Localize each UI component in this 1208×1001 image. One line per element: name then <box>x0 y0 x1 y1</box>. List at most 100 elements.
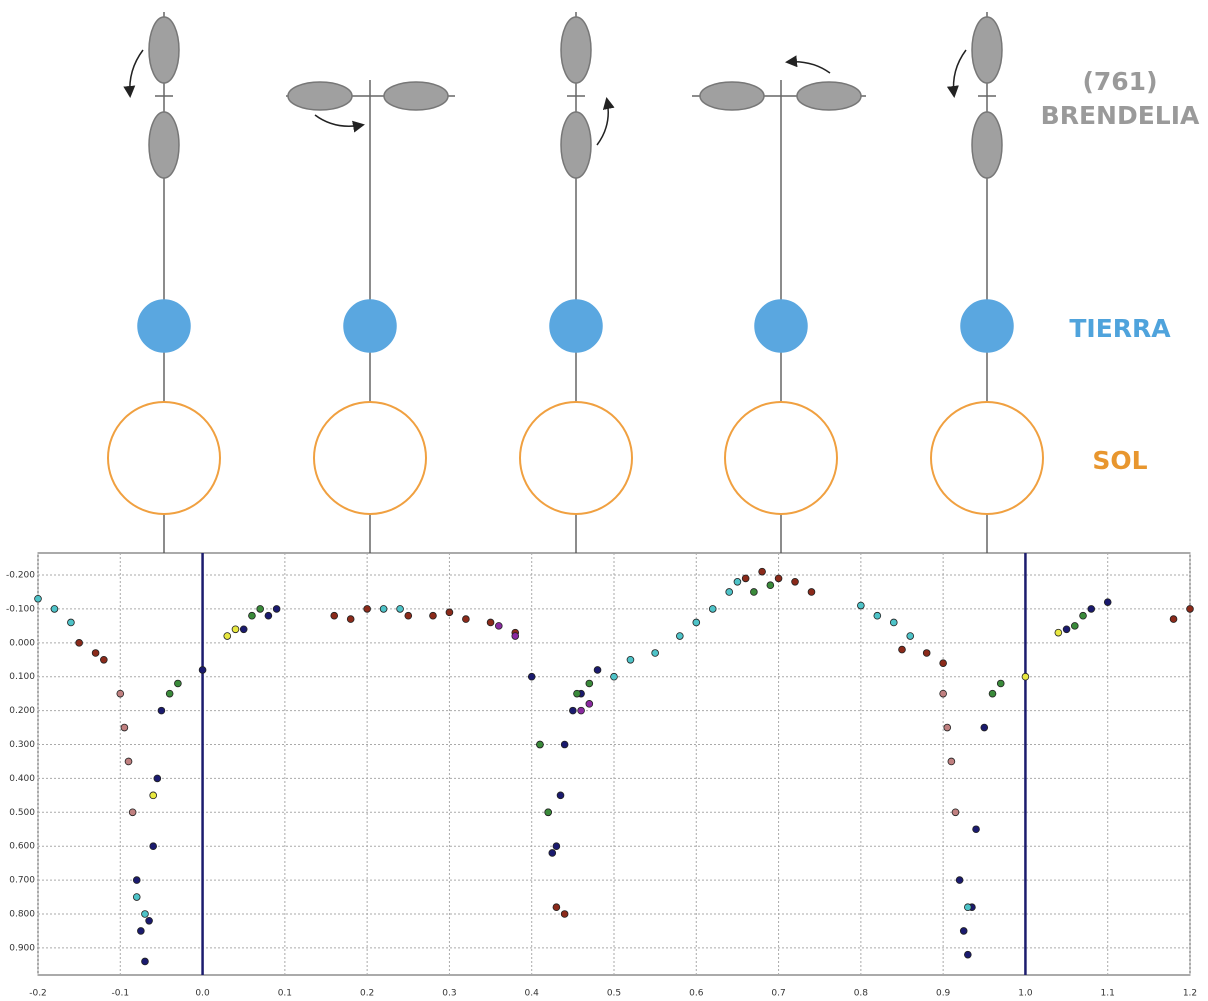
asteroid-number: (761) <box>1082 67 1157 96</box>
data-point <box>544 808 552 817</box>
data-point <box>1079 611 1087 620</box>
data-point <box>733 578 742 586</box>
data-point <box>132 893 141 901</box>
data-point <box>556 791 565 800</box>
x-tick-label: 0.0 <box>195 989 210 999</box>
y-tick-label: 0.600 <box>9 842 35 852</box>
data-point <box>943 723 952 732</box>
data-point <box>577 706 585 715</box>
data-point <box>725 588 733 596</box>
data-point <box>264 611 273 620</box>
data-point <box>939 689 947 698</box>
data-point <box>651 649 659 657</box>
data-point <box>980 723 989 732</box>
data-point <box>610 672 618 681</box>
data-point <box>889 618 898 627</box>
data-point <box>996 679 1005 688</box>
x-tick-label: -0.1 <box>112 989 130 999</box>
data-point <box>1021 672 1030 681</box>
data-point <box>1169 615 1178 623</box>
data-point <box>585 700 594 708</box>
data-point <box>1186 605 1194 613</box>
data-point <box>527 672 536 681</box>
y-tick-label: 0.200 <box>9 706 35 716</box>
data-point <box>1071 622 1079 630</box>
data-point <box>573 689 581 698</box>
data-point <box>692 618 701 627</box>
data-point <box>873 611 882 620</box>
x-tick-label: 1.2 <box>1183 989 1197 999</box>
data-point <box>165 689 174 698</box>
x-tick-label: 0.7 <box>771 989 785 999</box>
y-tick-label: 0.800 <box>9 909 35 919</box>
data-point <box>560 740 569 749</box>
data-point <box>346 615 355 623</box>
data-point <box>922 649 931 657</box>
data-point <box>939 659 947 667</box>
y-tick-label: 0.500 <box>9 808 35 818</box>
data-point <box>396 605 404 613</box>
data-point <box>145 916 153 925</box>
data-point <box>955 876 964 884</box>
data-point <box>552 903 561 912</box>
data-point <box>585 679 594 688</box>
data-point <box>141 957 149 966</box>
data-point <box>959 927 968 935</box>
data-point <box>676 632 684 640</box>
data-point <box>67 618 75 627</box>
y-tick-label: 0.300 <box>9 740 35 750</box>
data-point <box>132 876 141 884</box>
data-point <box>50 605 59 613</box>
y-tick-label: 0.000 <box>9 638 35 648</box>
data-point <box>149 791 158 800</box>
x-tick-label: 0.6 <box>689 989 704 999</box>
data-point <box>462 615 470 623</box>
data-point <box>445 608 454 617</box>
data-point <box>128 808 137 817</box>
x-tick-label: 0.9 <box>936 989 951 999</box>
data-point <box>988 689 997 698</box>
data-point <box>91 649 100 657</box>
data-point <box>750 588 758 596</box>
data-point <box>857 601 865 610</box>
data-point <box>330 611 339 620</box>
data-point <box>486 618 495 627</box>
data-point <box>1103 598 1112 606</box>
y-tick-label: -0.200 <box>6 571 35 581</box>
data-point <box>153 774 162 783</box>
data-point <box>272 605 281 613</box>
x-tick-label: -0.2 <box>29 989 47 999</box>
data-point <box>1054 628 1063 637</box>
data-point <box>1062 625 1071 634</box>
data-point <box>766 581 775 590</box>
y-tick-label: 0.700 <box>9 876 35 886</box>
plot: -0.2 -0.1 0.0 0.1 0.2 0.3 0.4 0.5 0.6 0.7 0.8 0.9 1.… <box>6 552 1197 999</box>
data-point <box>548 849 557 857</box>
data-point <box>34 594 42 603</box>
x-tick-label: 0.1 <box>278 989 292 999</box>
data-point <box>239 625 248 634</box>
plot-frame <box>37 552 1191 976</box>
y-tick-label: 0.900 <box>9 943 35 953</box>
data-point <box>100 655 108 664</box>
data-point <box>494 622 503 630</box>
data-point <box>404 611 413 620</box>
data-point <box>137 927 145 935</box>
data-point <box>626 655 635 664</box>
data-point <box>791 578 799 586</box>
data-point <box>560 910 569 918</box>
sun-label: SOL <box>1092 446 1147 475</box>
x-tick-label: 0.2 <box>360 989 374 999</box>
data-point <box>774 574 783 583</box>
data-point <box>157 706 166 715</box>
data-point <box>951 808 960 817</box>
x-tick-label: 0.8 <box>854 989 869 999</box>
data-point <box>708 605 717 613</box>
data-point <box>141 910 149 918</box>
x-tick-label: 0.3 <box>442 989 456 999</box>
data-point <box>807 588 816 596</box>
data-point <box>223 632 232 640</box>
data-point <box>429 611 437 620</box>
data-point <box>947 757 956 766</box>
